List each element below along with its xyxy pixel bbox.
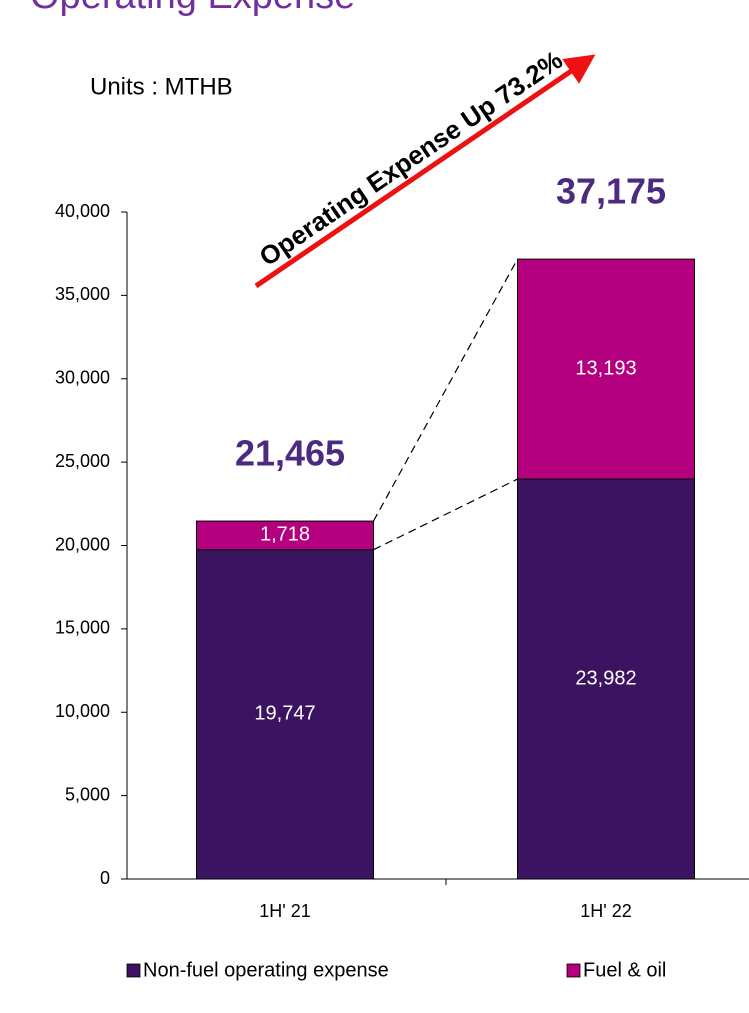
value-label: 13,193 — [575, 357, 636, 379]
legend-label: Non-fuel operating expense — [143, 959, 389, 981]
bar-segment — [196, 549, 374, 880]
y-tick-label: 5,000 — [65, 784, 110, 804]
chart-title: Operating Expense — [30, 0, 355, 17]
value-label: 23,982 — [575, 667, 636, 689]
connector — [372, 258, 519, 522]
y-tick-label: 10,000 — [55, 701, 110, 721]
total-label: 21,465 — [235, 433, 345, 474]
y-tick-label: 35,000 — [55, 284, 110, 304]
growth-arrow — [254, 54, 596, 289]
annotation: Operating Expense Up 73.2% — [254, 44, 568, 272]
y-tick-label: 30,000 — [55, 368, 110, 388]
x-tick-label: 1H' 21 — [259, 901, 310, 921]
y-tick-label: 15,000 — [55, 618, 110, 638]
y-tick-label: 25,000 — [55, 451, 110, 471]
y-tick-label: 40,000 — [55, 201, 110, 221]
total-label: 37,175 — [556, 171, 666, 212]
value-label: 19,747 — [254, 703, 315, 725]
bar-segment — [517, 258, 695, 480]
legend-swatch — [126, 963, 141, 978]
subtitle: Units : MTHB — [90, 73, 233, 100]
legend-swatch — [566, 963, 581, 978]
x-tick-label: 1H' 22 — [580, 901, 631, 921]
connector — [373, 478, 518, 551]
y-tick-label: 0 — [100, 868, 110, 888]
legend-label: Fuel & oil — [583, 959, 666, 981]
value-label: 1,718 — [260, 524, 310, 546]
y-tick-label: 20,000 — [55, 534, 110, 554]
bar-segment — [196, 520, 374, 551]
